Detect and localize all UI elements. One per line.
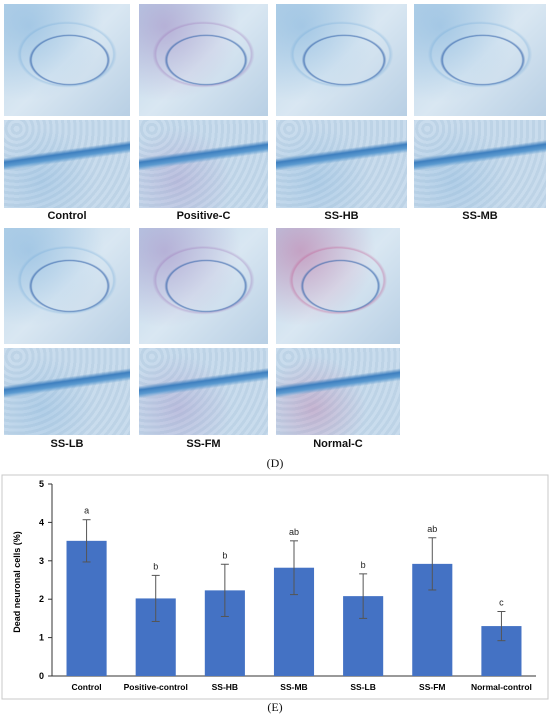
bar — [66, 540, 107, 676]
y-axis-label: Dead neuronal cells (%) — [12, 531, 22, 633]
y-tick-label: 3 — [39, 556, 44, 566]
caption-positive-c: Positive-C — [176, 210, 231, 222]
micrograph-ss-hb-detail — [276, 120, 407, 208]
panel-d-label: (D) — [266, 456, 284, 470]
significance-letter: c — [499, 597, 504, 607]
significance-letter: ab — [427, 524, 437, 534]
y-tick-label: 0 — [39, 671, 44, 681]
caption-ss-lb: SS-LB — [50, 438, 84, 450]
micrograph-normal-c-detail — [276, 348, 400, 435]
x-tick-label: SS-LB — [350, 682, 376, 692]
y-tick-label: 4 — [39, 517, 44, 527]
caption-ss-mb: SS-MB — [462, 210, 498, 222]
micrograph-ss-fm-overview — [139, 228, 268, 344]
micrograph-ss-mb-overview — [414, 4, 546, 116]
micrograph-control-detail — [4, 120, 130, 208]
y-tick-label: 2 — [39, 594, 44, 604]
significance-letter: b — [361, 560, 366, 570]
x-tick-label: SS-MB — [280, 682, 307, 692]
micrograph-panel: Control Positive-C SS-HB SS-MB SS-LB SS-… — [4, 4, 546, 470]
y-tick-label: 5 — [39, 479, 44, 489]
caption-control: Control — [47, 210, 87, 222]
significance-letter: a — [84, 506, 89, 516]
x-tick-label: SS-FM — [419, 682, 445, 692]
micrograph-ss-lb-overview — [4, 228, 130, 344]
panel-e-label: (E) — [267, 700, 283, 714]
x-tick-label: SS-HB — [212, 682, 238, 692]
significance-letter: b — [222, 550, 227, 560]
x-tick-label: Positive-control — [124, 682, 188, 692]
micrograph-ss-fm-detail — [139, 348, 268, 435]
micrograph-control-overview — [4, 4, 130, 116]
chart-border — [1, 474, 549, 700]
micrograph-ss-mb-detail — [414, 120, 546, 208]
x-tick-label: Control — [71, 682, 101, 692]
caption-normal-c: Normal-C — [313, 438, 363, 450]
y-tick-label: 1 — [39, 633, 44, 643]
x-tick-label: Normal-control — [471, 682, 532, 692]
micrograph-positive-c-overview — [139, 4, 268, 116]
micrograph-ss-lb-detail — [4, 348, 130, 435]
caption-ss-fm: SS-FM — [186, 438, 221, 450]
micrograph-positive-c-detail — [139, 120, 268, 208]
micrograph-normal-c-overview — [276, 228, 400, 344]
significance-letter: ab — [289, 527, 299, 537]
micrograph-ss-hb-overview — [276, 4, 407, 116]
significance-letter: b — [153, 561, 158, 571]
caption-ss-hb: SS-HB — [324, 210, 359, 222]
